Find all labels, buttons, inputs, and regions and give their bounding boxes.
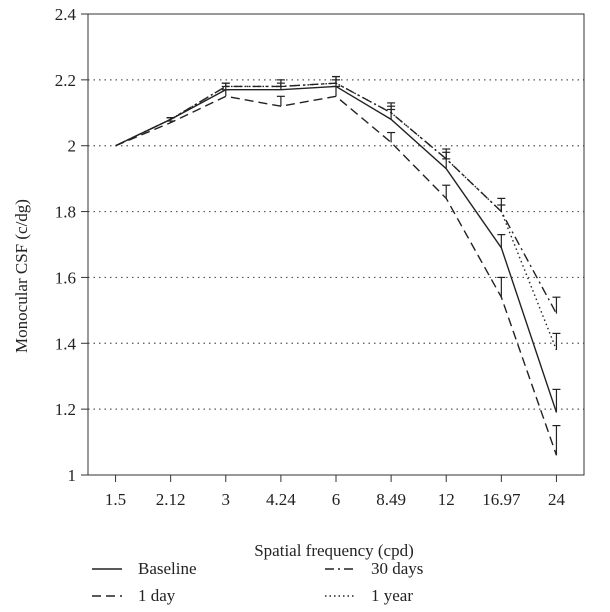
series-line-1-day bbox=[115, 95, 558, 456]
series-line-1-year bbox=[115, 82, 558, 351]
y-tick-label: 2.2 bbox=[55, 71, 76, 90]
y-axis-title: Monocular CSF (c/dg) bbox=[12, 199, 31, 353]
x-tick-label: 1.5 bbox=[105, 490, 126, 509]
x-tick-label: 6 bbox=[332, 490, 341, 509]
y-tick-label: 2 bbox=[68, 137, 77, 156]
legend: Baseline 1 day 30 days 1 year bbox=[92, 559, 423, 605]
series-lines bbox=[115, 75, 561, 456]
series-line-baseline bbox=[115, 85, 558, 413]
x-tick-label: 8.49 bbox=[376, 490, 406, 509]
x-tick-label: 12 bbox=[438, 490, 455, 509]
y-tick-label: 1.8 bbox=[55, 203, 76, 222]
y-tick-label: 1.4 bbox=[55, 334, 77, 353]
y-tick-labels: 1 1.2 1.4 1.6 1.8 2 2.2 2.4 bbox=[55, 5, 77, 485]
x-tick-label: 3 bbox=[222, 490, 231, 509]
y-tick-label: 1.6 bbox=[55, 268, 76, 287]
legend-label: Baseline bbox=[138, 559, 197, 578]
legend-label: 1 year bbox=[371, 586, 413, 605]
y-tick-label: 1.2 bbox=[55, 400, 76, 419]
x-tick-label: 4.24 bbox=[266, 490, 296, 509]
x-tick-label: 16.97 bbox=[482, 490, 521, 509]
legend-label: 30 days bbox=[371, 559, 423, 578]
axes bbox=[81, 13, 585, 482]
y-tick-label: 1 bbox=[68, 466, 77, 485]
legend-label: 1 day bbox=[138, 586, 176, 605]
x-tick-labels: 1.5 2.12 3 4.24 6 8.49 12 16.97 24 bbox=[105, 490, 566, 509]
x-tick-label: 24 bbox=[548, 490, 566, 509]
x-axis-title: Spatial frequency (cpd) bbox=[254, 541, 414, 560]
x-tick-label: 2.12 bbox=[156, 490, 186, 509]
y-tick-label: 2.4 bbox=[55, 5, 77, 24]
gridlines bbox=[88, 79, 584, 410]
